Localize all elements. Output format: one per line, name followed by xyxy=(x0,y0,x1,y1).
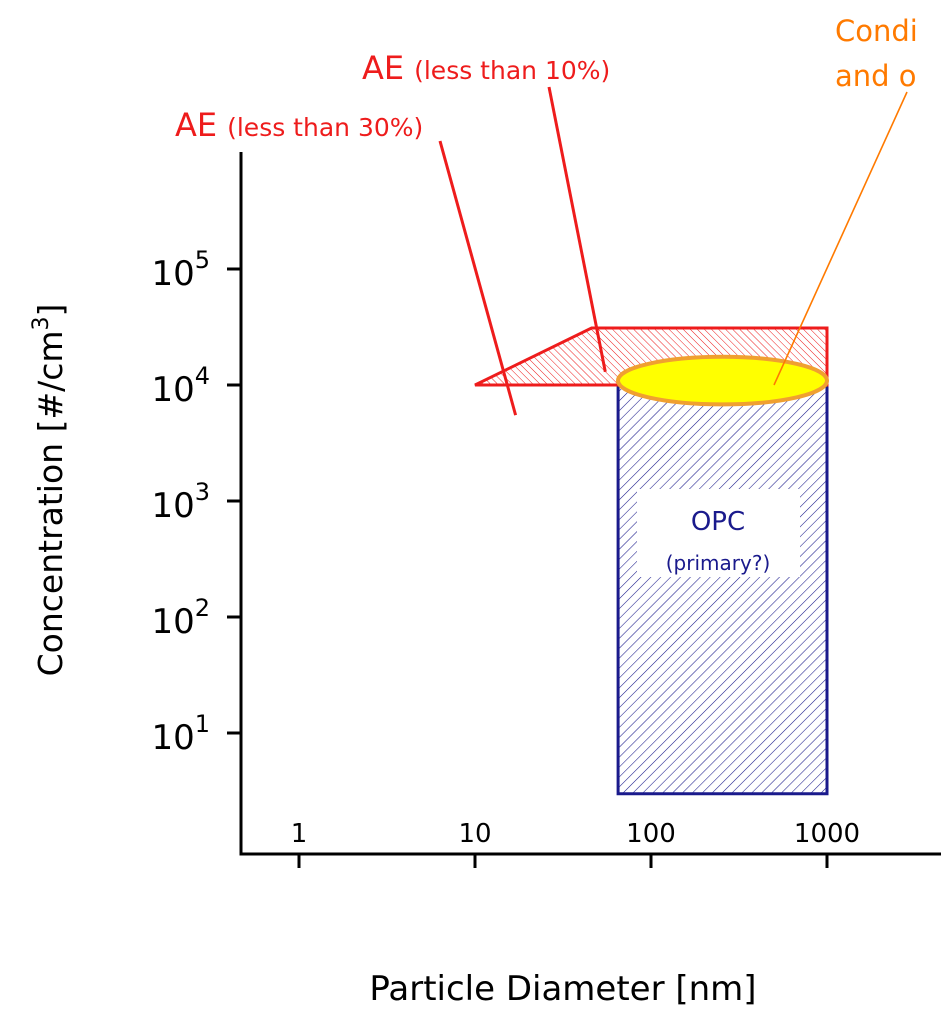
opc-label-box xyxy=(637,489,800,577)
cond-annotation-line1: Condi xyxy=(835,14,918,48)
y-tick-exp: 1 xyxy=(195,710,210,738)
y-tick-exp: 2 xyxy=(195,594,210,622)
opc-region xyxy=(616,383,829,796)
cond-pointer xyxy=(773,91,908,386)
y-tick-label: 104 xyxy=(151,362,210,410)
y-axis-label: Concentration [#/cm3] xyxy=(29,304,70,677)
y-tick-base: 10 xyxy=(151,254,194,294)
opc-sublabel: (primary?) xyxy=(666,551,771,575)
y-tick-base: 10 xyxy=(151,602,194,642)
x-ticks: 1 10 100 1000 xyxy=(291,819,860,868)
y-tick-label: 101 xyxy=(151,710,210,758)
y-tick-base: 10 xyxy=(151,486,194,526)
y-tick-label: 103 xyxy=(151,478,210,526)
cond-annotation-line2: and o xyxy=(835,59,917,93)
x-axis-label: Particle Diameter [nm] xyxy=(369,969,756,1009)
ae10-pointer xyxy=(547,86,607,373)
y-tick-base: 10 xyxy=(151,370,194,410)
y-tick-base: 10 xyxy=(151,718,194,758)
ae30-detail: (less than 30%) xyxy=(227,113,423,142)
ae30-annotation: AE (less than 30%) xyxy=(175,106,423,144)
y-tick-exp: 5 xyxy=(195,246,210,274)
y-tick-label: 102 xyxy=(151,594,210,642)
conditioned-ellipse xyxy=(616,354,829,407)
y-axis-label-main: Concentration [#/cm xyxy=(31,331,70,677)
x-tick-label: 1 xyxy=(291,819,308,849)
y-tick-exp: 3 xyxy=(195,478,210,506)
y-tick-label: 105 xyxy=(151,246,210,294)
y-axis-label-sup: 3 xyxy=(29,317,54,331)
x-tick-label: 100 xyxy=(626,819,676,849)
ae10-detail: (less than 10%) xyxy=(414,56,610,85)
x-tick-label: 1000 xyxy=(794,819,860,849)
ae30-main: AE xyxy=(175,106,217,144)
ae30-pointer xyxy=(438,140,518,416)
ae10-annotation: AE (less than 10%) xyxy=(362,49,610,87)
y-tick-exp: 4 xyxy=(195,362,210,390)
ae10-main: AE xyxy=(362,49,404,87)
y-axis-label-close: ] xyxy=(31,304,70,317)
x-tick-label: 10 xyxy=(458,819,491,849)
opc-label: OPC xyxy=(691,507,745,537)
